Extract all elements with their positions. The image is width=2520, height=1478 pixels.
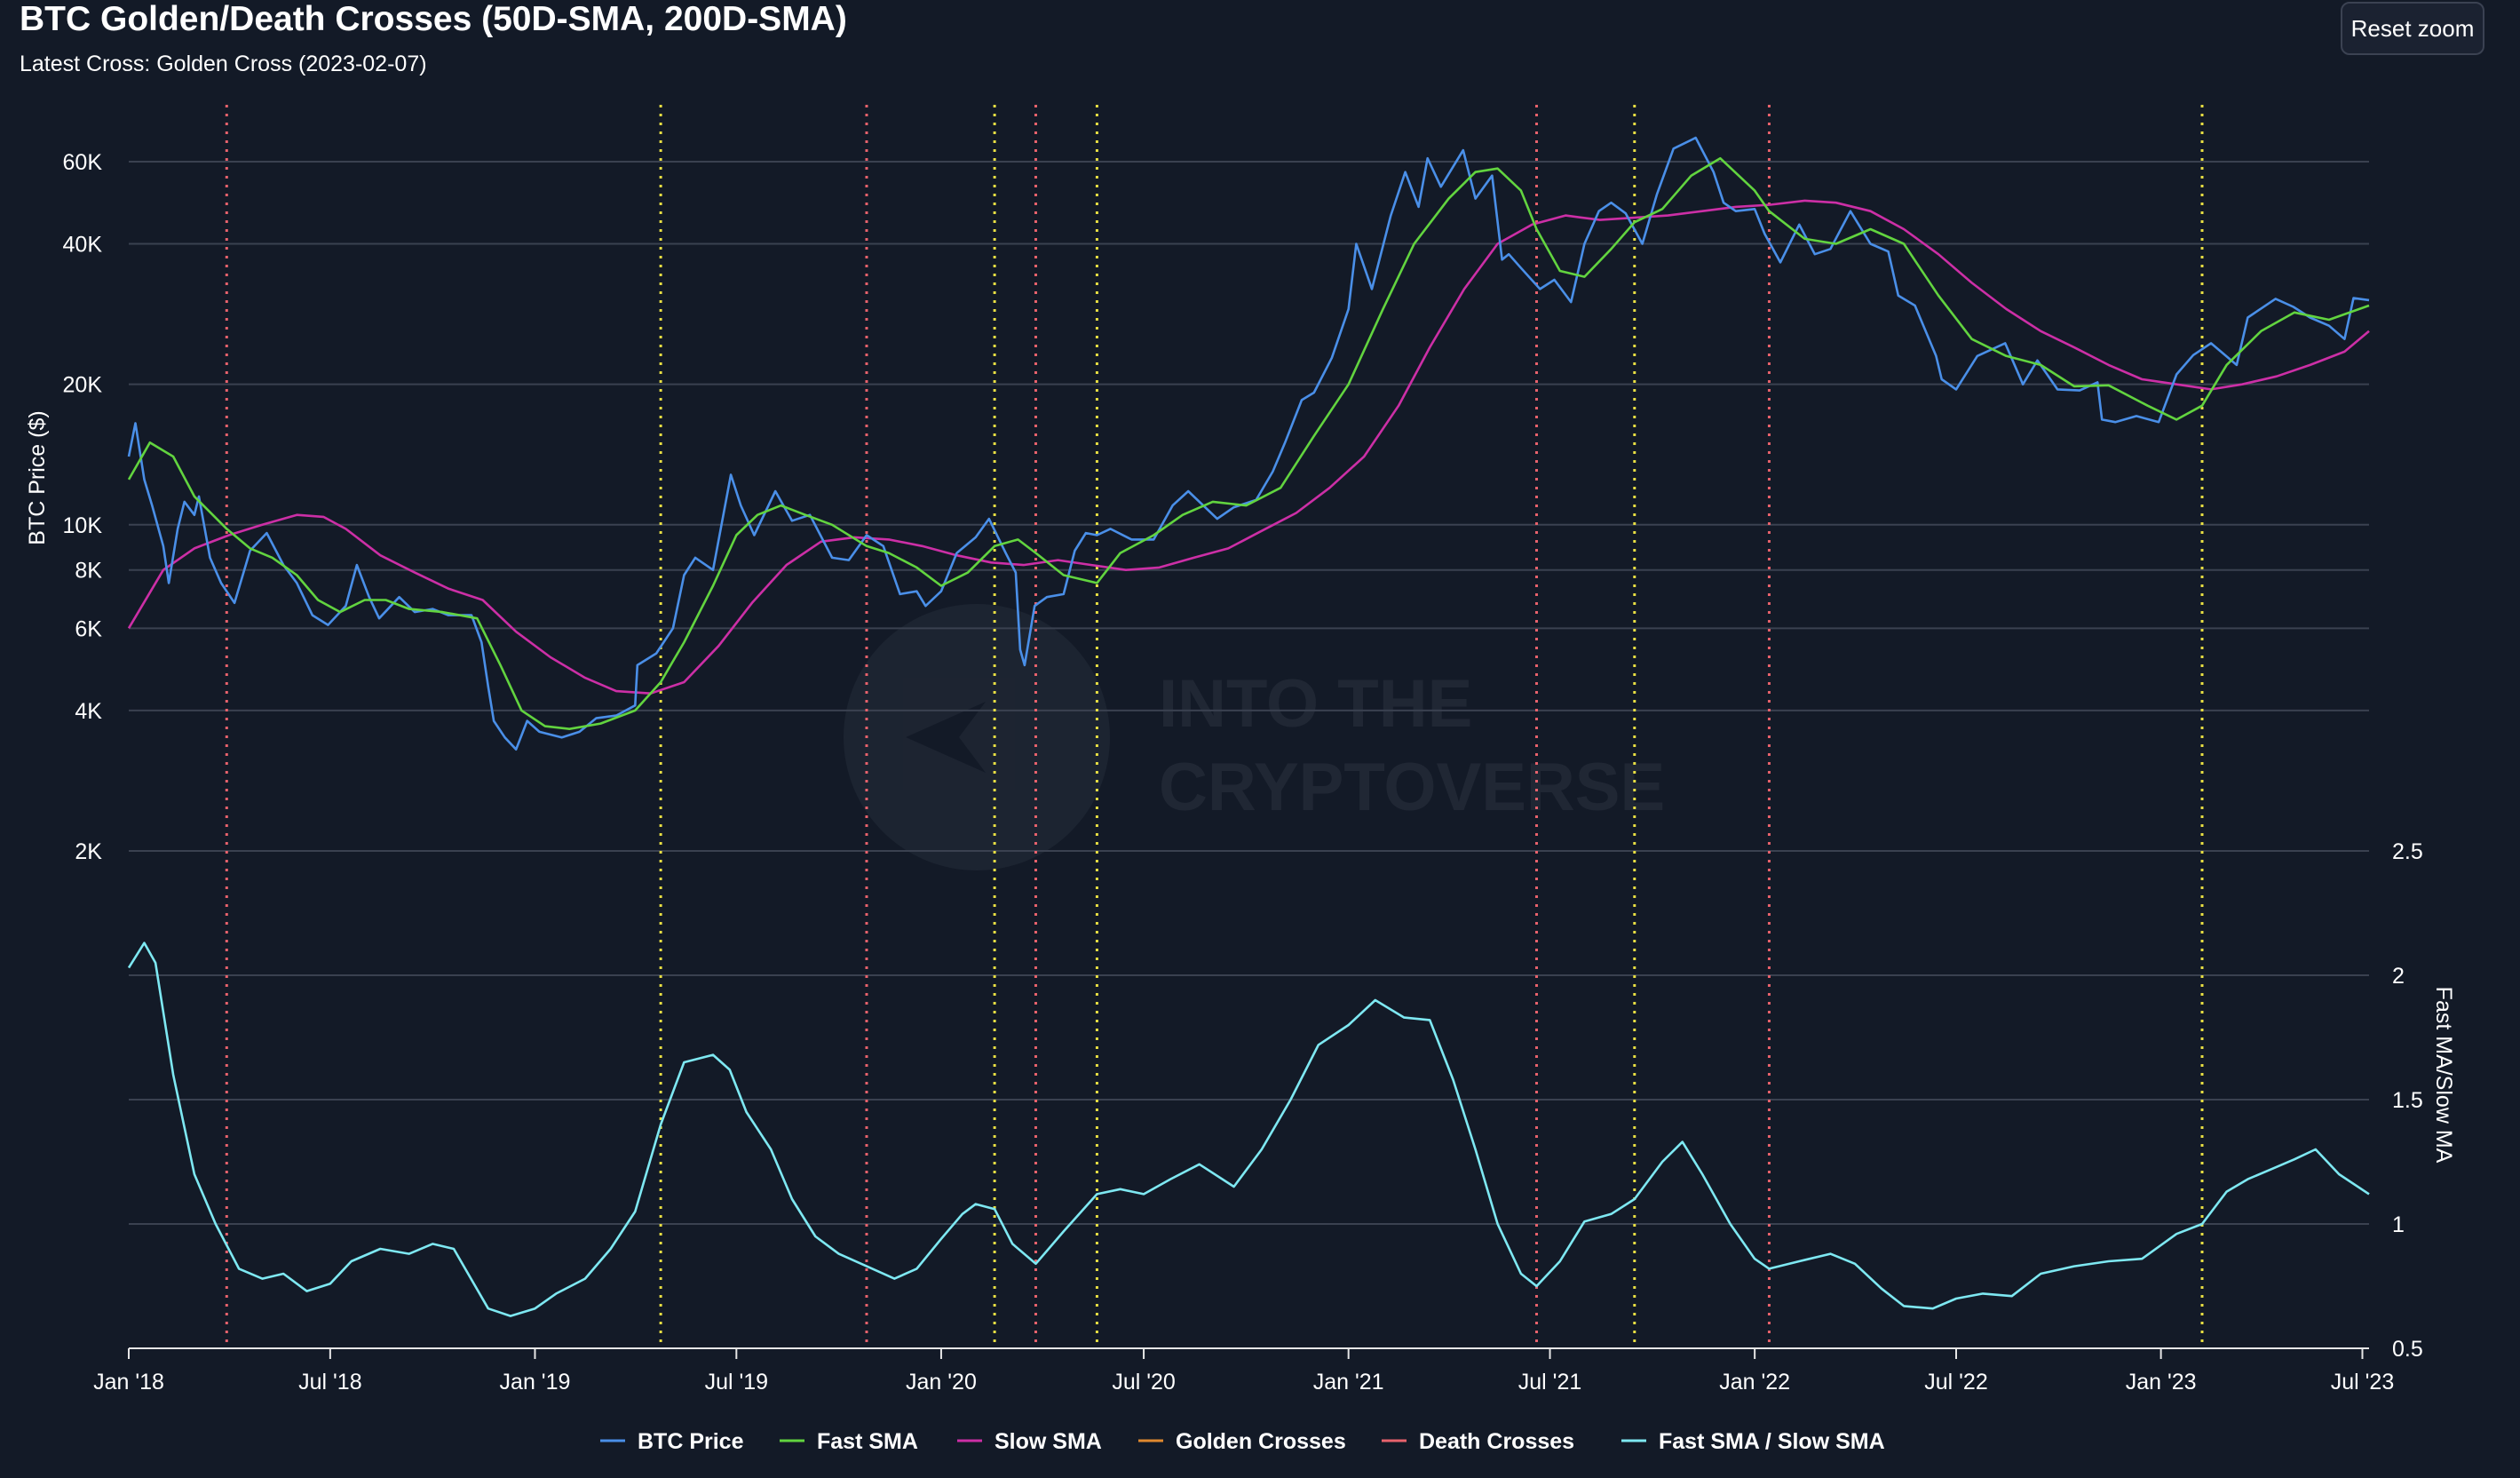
x-tick-label: Jul '19 bbox=[705, 1370, 768, 1395]
cross-markers bbox=[225, 105, 2204, 1348]
x-tick-label: Jan '19 bbox=[500, 1370, 571, 1395]
chart-subtitle: Latest Cross: Golden Cross (2023-02-07) bbox=[20, 52, 427, 76]
axes: 2K 4K 6K 8K 10K 20K 40K 60K 0.5 1 1.5 2 2.5 Jan '18 Ju… bbox=[25, 150, 2456, 1395]
price-tick-label: 4K bbox=[75, 699, 102, 724]
ratio-tick-label: 0.5 bbox=[2392, 1337, 2423, 1362]
watermark-logo-mark bbox=[906, 702, 986, 773]
grid-lines bbox=[129, 161, 2369, 1225]
legend-item: Fast SMA bbox=[817, 1429, 918, 1454]
watermark-text-line1: INTO THE bbox=[1159, 666, 1472, 742]
legend-item: Fast SMA / Slow SMA bbox=[1659, 1429, 1885, 1454]
watermark-logo-icon bbox=[844, 604, 1110, 870]
series-lines bbox=[127, 136, 2370, 1317]
ratio-tick-label: 2 bbox=[2392, 964, 2405, 989]
x-tick-label: Jul '21 bbox=[1518, 1370, 1581, 1395]
legend-item: Death Crosses bbox=[1419, 1429, 1574, 1454]
ratio-axis-title: Fast MA/Slow MA bbox=[2431, 987, 2456, 1164]
x-tick-label: Jan '22 bbox=[1719, 1370, 1790, 1395]
price-tick-label: 60K bbox=[63, 150, 103, 175]
price-tick-label: 8K bbox=[75, 559, 102, 584]
series-line-btc-price bbox=[127, 136, 2370, 751]
series-line-fast-sma-slow-sma bbox=[127, 942, 2370, 1317]
legend-item: Slow SMA bbox=[995, 1429, 1102, 1454]
series-line-slow-sma bbox=[127, 199, 2370, 695]
price-axis-title: BTC Price ($) bbox=[25, 410, 50, 544]
watermark-text-line2: CRYPTOVERSE bbox=[1159, 750, 1665, 825]
ratio-tick-label: 1 bbox=[2392, 1212, 2405, 1237]
ratio-tick-label: 1.5 bbox=[2392, 1088, 2423, 1113]
price-tick-label: 20K bbox=[63, 373, 103, 398]
price-tick-label: 6K bbox=[75, 616, 102, 641]
legend-item: Golden Crosses bbox=[1176, 1429, 1346, 1454]
reset-zoom-button[interactable]: Reset zoom bbox=[2341, 2, 2484, 55]
price-tick-label: 10K bbox=[63, 513, 103, 538]
price-tick-label: 2K bbox=[75, 839, 102, 864]
x-tick-label: Jul '22 bbox=[1924, 1370, 1987, 1395]
x-tick-label: Jul '23 bbox=[2331, 1370, 2394, 1395]
x-tick-label: Jan '18 bbox=[93, 1370, 164, 1395]
x-tick-label: Jul '20 bbox=[1112, 1370, 1175, 1395]
x-tick-label: Jan '23 bbox=[2126, 1370, 2197, 1395]
legend-item: BTC Price bbox=[638, 1429, 744, 1454]
ratio-tick-label: 2.5 bbox=[2392, 839, 2423, 864]
legend: BTC Price Fast SMA Slow SMA Golden Crosses D… bbox=[600, 1429, 1885, 1454]
x-tick-label: Jan '20 bbox=[906, 1370, 977, 1395]
chart-title: BTC Golden/Death Crosses (50D-SMA, 200D-… bbox=[20, 0, 847, 38]
price-tick-label: 40K bbox=[63, 233, 103, 258]
watermark: INTO THE CRYPTOVERSE bbox=[844, 604, 1665, 870]
series-line-fast-sma bbox=[127, 156, 2370, 731]
x-tick-label: Jul '18 bbox=[298, 1370, 361, 1395]
x-tick-label: Jan '21 bbox=[1313, 1370, 1384, 1395]
